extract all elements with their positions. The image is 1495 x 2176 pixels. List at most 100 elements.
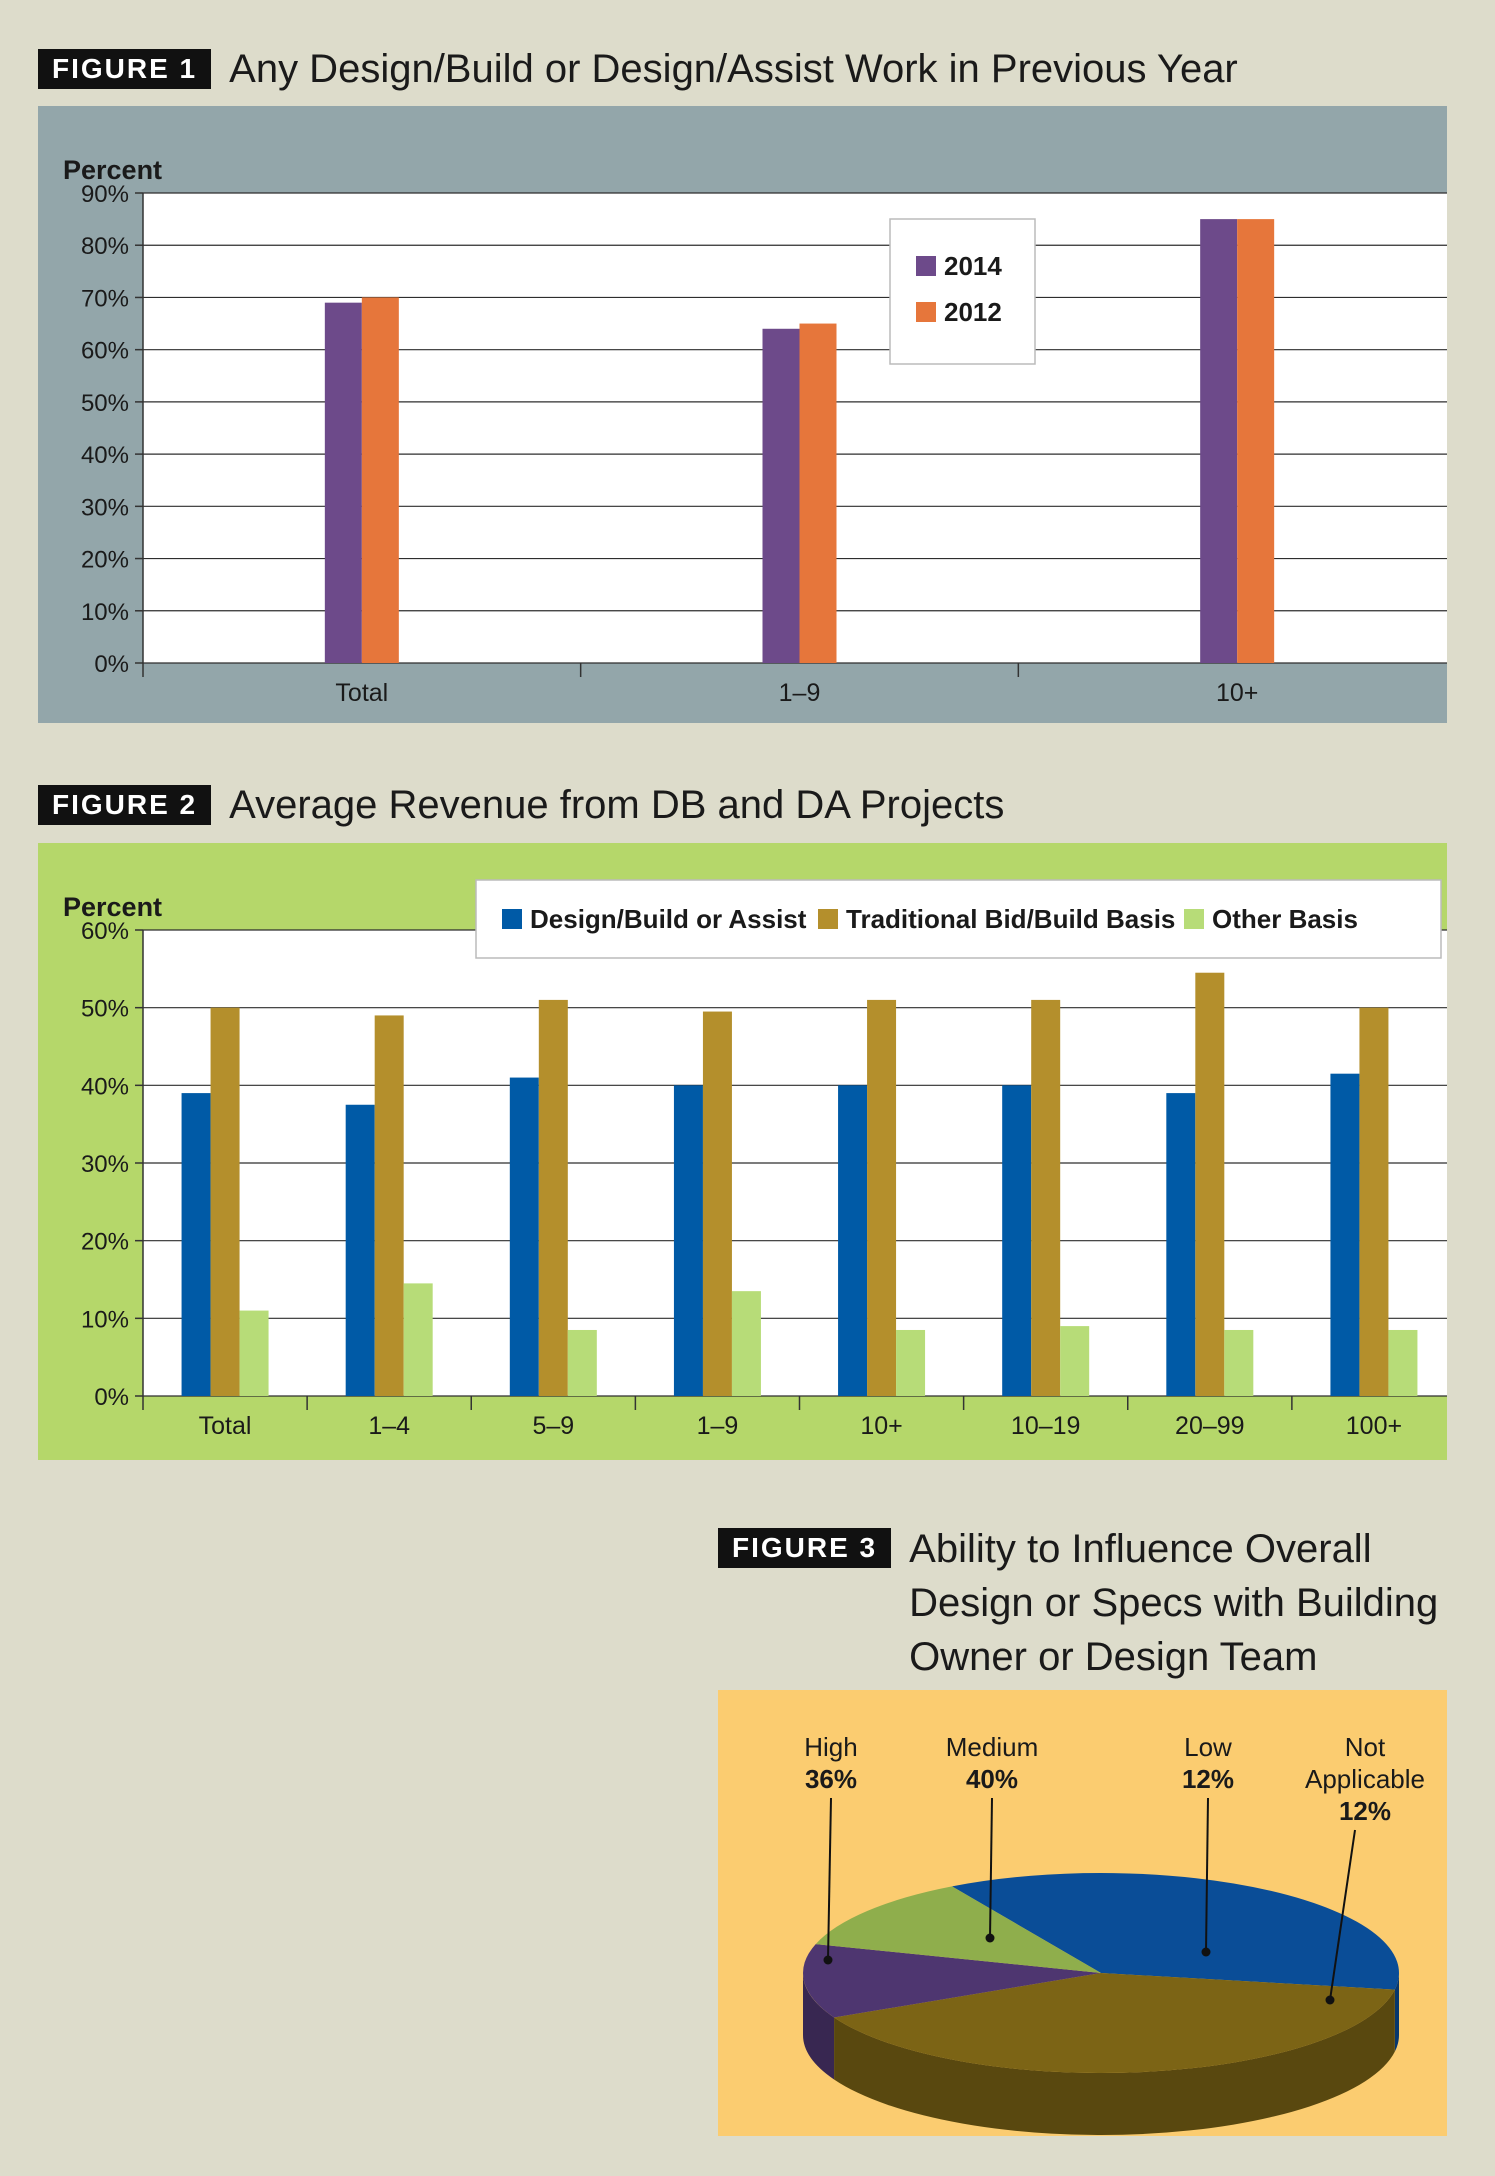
legend-swatch: [1184, 909, 1204, 929]
y-tick-label: 50%: [81, 390, 129, 417]
bar: [239, 1310, 269, 1396]
bar: [702, 1011, 732, 1396]
figure-2-chart: Percent 0% 10% 20% 30% 40% 50% 60% Total 1–4 5–9 1–…: [38, 843, 1457, 1460]
y-tick-label: 10%: [81, 599, 129, 626]
figure-1-title: Any Design/Build or Design/Assist Work i…: [229, 47, 1238, 91]
bar: [361, 297, 399, 663]
y-tick-label: 20%: [81, 547, 129, 574]
bar: [345, 1104, 375, 1396]
bar: [1200, 219, 1238, 663]
bar: [374, 1015, 404, 1396]
pie-value-label: 36%: [805, 1764, 857, 1794]
bar: [1195, 972, 1225, 1396]
leader-line: [989, 1797, 993, 1939]
figure-3-badge: FIGURE 3: [718, 1528, 892, 1568]
y-tick-label: 10%: [81, 1306, 129, 1333]
y-tick-label: 0%: [94, 1384, 129, 1411]
figure-1-chart: Percent 0% 10% 20% 30% 40% 50% 60% 70% 80% 90% Tota…: [38, 106, 1457, 723]
bar: [538, 999, 568, 1396]
figure-1-panel: Percent 0% 10% 20% 30% 40% 50% 60% 70% 80% 90% Tota…: [38, 106, 1457, 723]
x-tick-label: Total: [335, 679, 388, 707]
leader-line: [827, 1797, 832, 1961]
x-tick-label: 10–19: [1011, 1412, 1081, 1440]
y-tick-label: 90%: [81, 181, 129, 208]
figure-3-panel: High 36% Medium 40% Low 12% Not Applicable 12%: [718, 1690, 1447, 2136]
pie-label: Not: [1345, 1732, 1386, 1762]
y-tick-label: 30%: [81, 1151, 129, 1178]
bar: [673, 1085, 703, 1396]
bar: [1224, 1329, 1254, 1396]
y-axis-title: Percent: [63, 892, 162, 922]
bar: [1237, 219, 1275, 663]
pie-label: Medium: [946, 1732, 1038, 1762]
legend-label: Traditional Bid/Build Basis: [846, 904, 1175, 934]
pie-label: Low: [1184, 1732, 1232, 1762]
x-tick-label: 10+: [860, 1412, 902, 1440]
figure-1-header: FIGURE 1 Any Design/Build or Design/Assi…: [38, 42, 1238, 96]
pie-label: Applicable: [1305, 1764, 1425, 1794]
figure-3-title: Ability to Influence Overall Design or S…: [909, 1527, 1439, 1679]
bar: [838, 1085, 868, 1396]
x-tick-label: 20–99: [1175, 1412, 1245, 1440]
pie-label: High: [804, 1732, 857, 1762]
bar: [762, 328, 800, 663]
legend-swatch: [502, 909, 522, 929]
bar: [867, 999, 897, 1396]
y-tick-label: 60%: [81, 918, 129, 945]
bar: [896, 1329, 926, 1396]
x-tick-label: Total: [199, 1412, 252, 1440]
figure-2-title: Average Revenue from DB and DA Projects: [229, 783, 1005, 827]
bar: [1166, 1093, 1196, 1396]
bar: [509, 1077, 539, 1396]
pie-value-label: 12%: [1339, 1796, 1391, 1826]
figure-2-header: FIGURE 2 Average Revenue from DB and DA …: [38, 778, 1004, 832]
y-tick-label: 40%: [81, 442, 129, 469]
pie-slice-side: [1394, 1973, 1399, 2052]
bar: [210, 1007, 240, 1396]
y-tick-label: 40%: [81, 1073, 129, 1100]
legend-box: [475, 879, 1442, 959]
pie-slice-top: [803, 1944, 1101, 2018]
legend-swatch: [916, 302, 936, 322]
figure-2-badge: FIGURE 2: [38, 785, 212, 825]
leader-dot: [1325, 1995, 1335, 2005]
figure-1-badge: FIGURE 1: [38, 49, 212, 89]
pie-slice-top: [834, 1973, 1395, 2073]
pie-slice-top: [952, 1873, 1399, 1990]
leader-dot: [1201, 1947, 1211, 1957]
bar: [799, 323, 837, 663]
bar: [1388, 1329, 1418, 1396]
legend-label: 2012: [944, 297, 1002, 327]
figure-3-header: FIGURE 3 Ability to Influence Overall De…: [718, 1522, 1439, 1684]
y-tick-label: 30%: [81, 494, 129, 521]
y-tick-label: 20%: [81, 1229, 129, 1256]
bar: [181, 1093, 211, 1396]
x-tick-label: 100+: [1346, 1412, 1402, 1440]
bar: [567, 1329, 597, 1396]
bar: [403, 1283, 433, 1396]
leader-line: [1205, 1797, 1209, 1953]
pie-slice-side: [803, 1973, 835, 2080]
bar: [731, 1291, 761, 1396]
pie-value-label: 12%: [1182, 1764, 1234, 1794]
x-tick-label: 10+: [1216, 679, 1258, 707]
y-axis-title: Percent: [63, 155, 162, 185]
y-tick-label: 60%: [81, 338, 129, 365]
x-tick-label: 5–9: [532, 1412, 574, 1440]
leader-line: [1329, 1829, 1356, 2001]
pie-slice-top: [815, 1886, 1101, 1973]
bar: [1031, 999, 1061, 1396]
y-tick-label: 0%: [94, 651, 129, 678]
legend-label: Design/Build or Assist: [530, 904, 807, 934]
y-tick-label: 50%: [81, 996, 129, 1023]
legend-label: 2014: [944, 251, 1002, 281]
y-tick-label: 70%: [81, 285, 129, 312]
y-tick-label: 80%: [81, 233, 129, 260]
bar: [324, 302, 362, 663]
bar: [1359, 1007, 1389, 1396]
legend-swatch: [916, 256, 936, 276]
legend-label: Other Basis: [1212, 904, 1358, 934]
pie-slice-side: [834, 1989, 1395, 2135]
leader-dot: [823, 1955, 833, 1965]
